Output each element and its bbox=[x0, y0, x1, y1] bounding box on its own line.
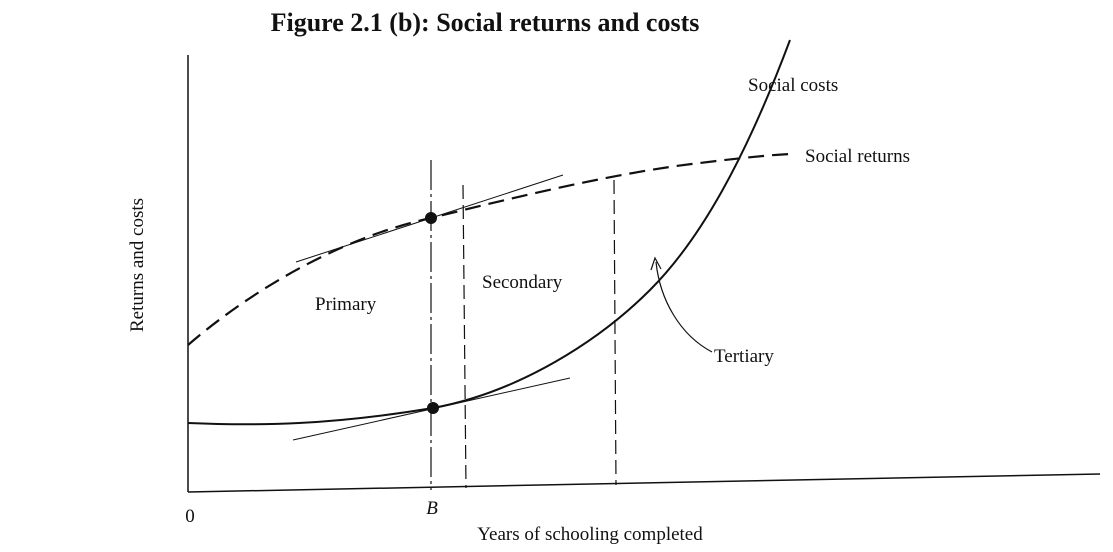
title: Figure 2.1 (b): Social returns and costs bbox=[271, 8, 700, 37]
x-tick-label: B bbox=[426, 498, 438, 519]
y-axis-label: Returns and costs bbox=[127, 198, 148, 332]
boundary-tertiary bbox=[613, 179, 617, 486]
social-costs-curve bbox=[187, 39, 791, 426]
primary-label: Primary bbox=[315, 294, 377, 315]
costs-point bbox=[427, 402, 439, 414]
tertiary-arrow bbox=[655, 261, 713, 353]
tertiary-label: Tertiary bbox=[714, 346, 774, 367]
x-axis bbox=[187, 473, 1101, 493]
arrow-head bbox=[650, 256, 662, 271]
secondary-label: Secondary bbox=[482, 272, 563, 293]
x-tick-label: 0 bbox=[185, 506, 195, 527]
returns-point bbox=[425, 212, 437, 224]
x-axis-label: Years of schooling completed bbox=[477, 524, 703, 545]
boundary-secondary bbox=[462, 184, 467, 489]
costs-label: Social costs bbox=[748, 75, 838, 96]
social-returns-curve bbox=[187, 152, 791, 346]
returns-label: Social returns bbox=[805, 146, 910, 167]
